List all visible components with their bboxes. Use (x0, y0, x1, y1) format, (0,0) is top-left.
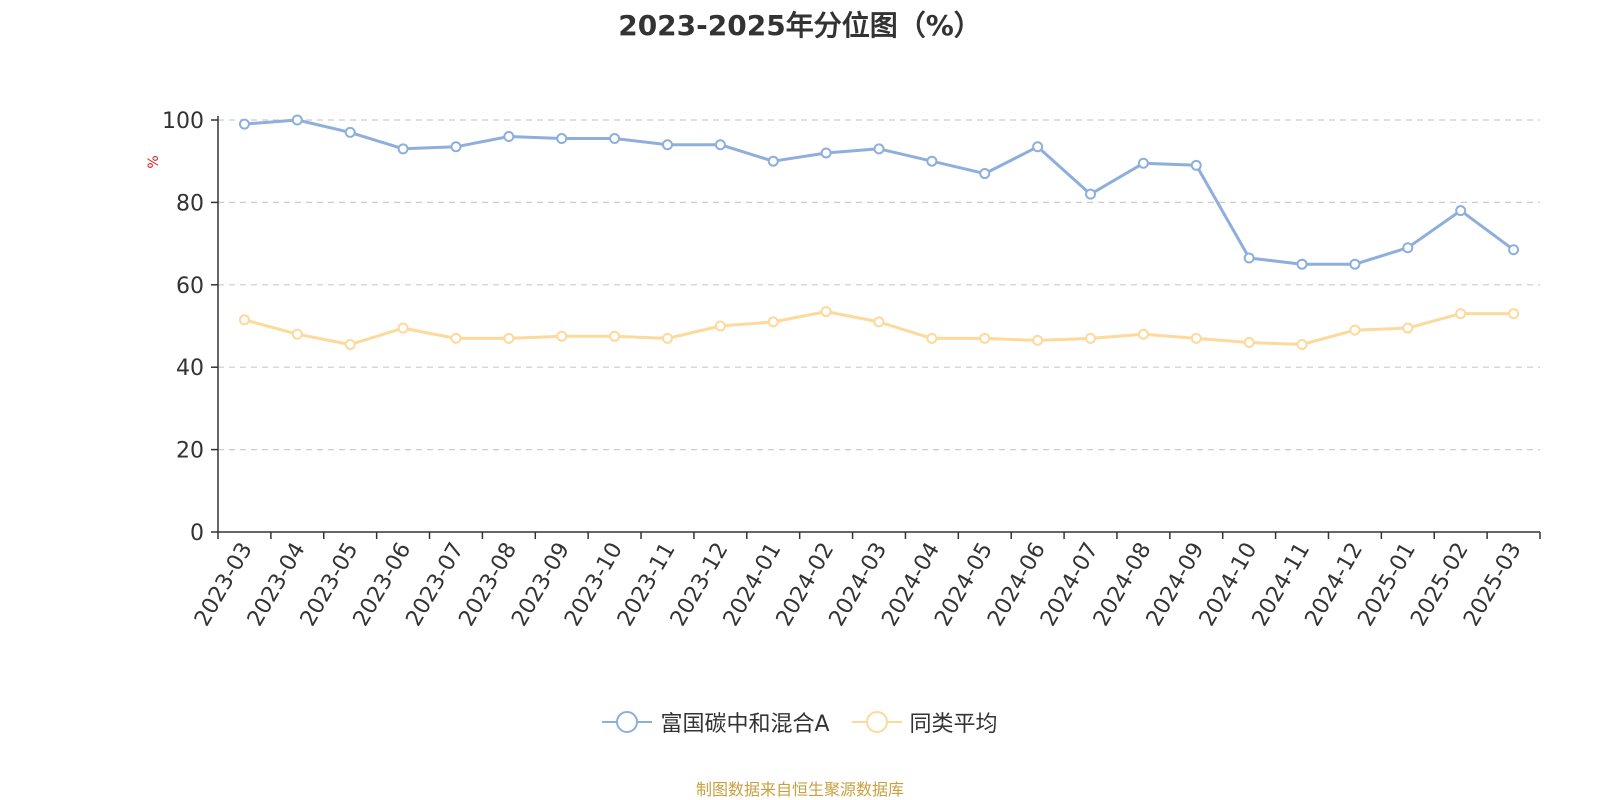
legend-label: 同类平均 (909, 712, 998, 737)
data-point (1190, 159, 1202, 171)
data-point (397, 322, 409, 334)
legend-swatch-icon (602, 711, 653, 733)
legend-swatch-marker (616, 711, 639, 733)
data-point (1508, 244, 1520, 256)
y-tick-label: 100 (162, 109, 204, 134)
data-point (397, 143, 409, 155)
y-tick-label: 60 (176, 274, 204, 299)
data-point (1402, 242, 1414, 254)
data-point (609, 330, 621, 342)
data-point (450, 332, 462, 344)
legend: 富国碳中和混合A 同类平均 (0, 706, 1600, 738)
y-axis-label: % (146, 155, 162, 168)
data-point (767, 155, 779, 167)
data-point (661, 332, 673, 344)
data-point (1296, 258, 1308, 270)
data-point (873, 316, 885, 328)
legend-swatch-marker (865, 711, 888, 733)
data-point (238, 118, 250, 130)
data-point (1137, 328, 1149, 340)
data-point (1032, 334, 1044, 346)
data-point (503, 130, 515, 142)
data-point (1349, 324, 1361, 336)
data-point (820, 147, 832, 159)
data-point (714, 139, 726, 151)
data-point (1296, 339, 1308, 351)
data-point (714, 320, 726, 332)
y-tick-label: 0 (190, 521, 204, 546)
data-point (1455, 205, 1467, 217)
y-tick-label: 40 (176, 356, 204, 381)
y-tick-label: 20 (176, 439, 204, 464)
data-point (609, 133, 621, 145)
series-line-0 (244, 118, 1515, 266)
data-point (1190, 332, 1202, 344)
data-point (1349, 258, 1361, 270)
data-point (926, 155, 938, 167)
data-point (1032, 141, 1044, 153)
data-point (556, 133, 568, 145)
legend-label: 富国碳中和混合A (660, 712, 830, 737)
data-point (1085, 188, 1097, 200)
data-point (873, 143, 885, 155)
data-point (450, 141, 462, 153)
data-point (820, 306, 832, 318)
data-point (503, 332, 515, 344)
series-lines (238, 114, 1520, 351)
data-point (1243, 336, 1255, 348)
data-point (1085, 332, 1097, 344)
data-point (1455, 308, 1467, 320)
legend-swatch-icon (851, 711, 902, 733)
data-point (344, 126, 356, 138)
data-point (1402, 322, 1414, 334)
data-point (979, 332, 991, 344)
axes: 0204060801002023-032023-042023-052023-06… (162, 109, 1541, 631)
grid-lines (218, 119, 1540, 451)
data-point (661, 139, 673, 151)
y-tick-label: 80 (176, 191, 204, 216)
data-point (291, 328, 303, 340)
data-point (238, 314, 250, 326)
data-point (1243, 252, 1255, 264)
data-point (767, 316, 779, 328)
source-note: 制图数据来自恒生聚源数据库 (695, 780, 904, 799)
data-point (979, 168, 991, 180)
data-point (926, 332, 938, 344)
data-point (1137, 157, 1149, 169)
data-point (344, 339, 356, 351)
chart-title: 2023-2025年分位图（%） (618, 9, 982, 42)
data-point (1508, 308, 1520, 320)
legend-item[interactable]: 同类平均 (851, 706, 998, 738)
data-point (291, 114, 303, 126)
data-point (556, 330, 568, 342)
legend-item[interactable]: 富国碳中和混合A (602, 706, 830, 738)
